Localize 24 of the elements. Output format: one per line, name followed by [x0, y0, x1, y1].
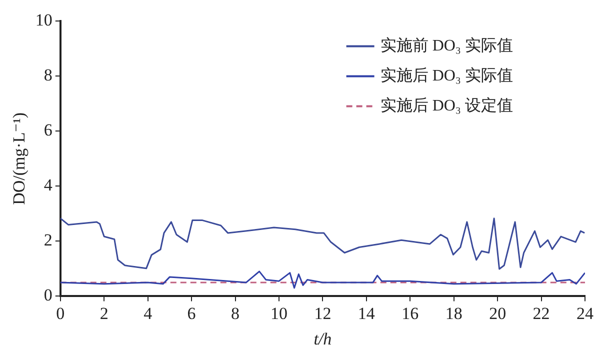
legend-label: 实施后 DO₃ 实际值 [380, 66, 513, 84]
y-tick-label: 0 [44, 286, 52, 305]
y-tick-label: 10 [35, 10, 52, 30]
y-tick-label: 8 [44, 66, 52, 85]
y-tick-label: 2 [44, 230, 52, 250]
x-tick-label: 12 [314, 304, 332, 323]
x-tick-label: 8 [231, 304, 240, 323]
x-tick-label: 4 [144, 304, 153, 323]
y-tick-label: 4 [44, 176, 53, 195]
x-tick-label: 16 [402, 304, 419, 323]
x-tick-label: 2 [100, 304, 108, 323]
x-tick-label: 24 [576, 304, 594, 323]
legend-label: 实施前 DO₃ 实际值 [380, 36, 513, 54]
x-tick-label: 18 [445, 304, 462, 323]
x-tick-label: 0 [56, 304, 65, 323]
legend-label: 实施后 DO₃ 设定值 [380, 96, 513, 114]
x-axis-title: t/h [314, 329, 332, 348]
x-tick-label: 20 [489, 304, 506, 323]
y-tick-label: 6 [44, 120, 52, 140]
x-tick-label: 22 [532, 304, 550, 323]
x-tick-label: 14 [358, 304, 376, 323]
x-tick-label: 6 [187, 304, 196, 323]
y-axis-title: DO/(mg·L⁻¹) [10, 112, 29, 205]
x-tick-label: 10 [270, 304, 288, 323]
